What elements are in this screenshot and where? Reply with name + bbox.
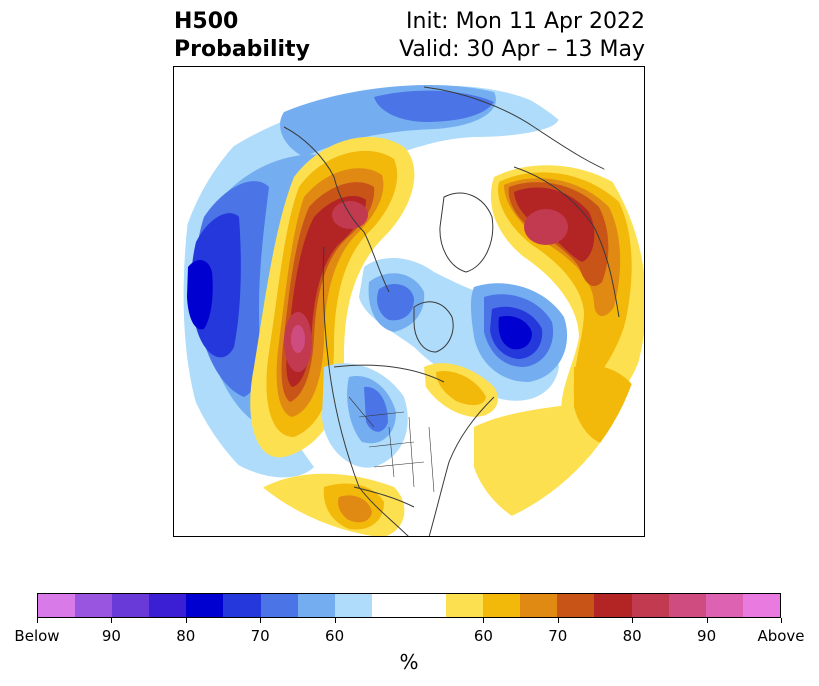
colorbar-tick-label: 70 xyxy=(548,627,568,645)
colorbar-tick-mark xyxy=(557,618,559,623)
state-borders xyxy=(348,396,435,493)
chart-title: H500 Probability xyxy=(174,8,310,64)
colorbar-tick-label: 60 xyxy=(473,627,493,645)
colorbar-tick-label: Above xyxy=(757,627,805,645)
coastline-greenland xyxy=(439,192,494,273)
colorbar-segment xyxy=(38,594,76,617)
colorbar-tick-mark xyxy=(37,618,38,623)
colorbar xyxy=(37,593,781,618)
colorbar-tick-mark xyxy=(483,618,485,623)
below-region-arctic-70 xyxy=(374,90,494,122)
colorbar-segment xyxy=(742,594,780,617)
above-region-quebec-60 xyxy=(436,371,486,406)
above-region-mexico-70 xyxy=(337,495,372,523)
colorbar-segment xyxy=(705,594,743,617)
chart-dates: Init: Mon 11 Apr 2022 Valid: 30 Apr – 13… xyxy=(399,8,645,64)
colorbar-tick-mark xyxy=(111,618,113,623)
below-region-west-90 xyxy=(187,260,213,330)
colorbar-tick-label: 60 xyxy=(325,627,345,645)
colorbar-segment xyxy=(483,594,521,617)
coastline-west-coast xyxy=(322,246,410,536)
colorbar-tick-label: 90 xyxy=(101,627,121,645)
colorbar-segment xyxy=(520,594,558,617)
colorbar-segment xyxy=(75,594,113,617)
colorbar-tick-mark xyxy=(185,618,187,623)
colorbar-segment xyxy=(112,594,150,617)
colorbar-tick-label: 80 xyxy=(622,627,642,645)
coastline-europe xyxy=(513,166,620,318)
colorbar-tick-mark xyxy=(334,618,336,623)
colorbar-segment xyxy=(668,594,706,617)
colorbar-tick-label: 90 xyxy=(697,627,717,645)
coastline-russia xyxy=(423,86,625,178)
colorbar-segment xyxy=(631,594,669,617)
colorbar-segment xyxy=(149,594,187,617)
below-region-labrador-90 xyxy=(498,315,532,350)
title-line-1: H500 xyxy=(174,9,239,34)
valid-date: Valid: 30 Apr – 13 May xyxy=(399,37,645,62)
probability-map xyxy=(173,66,645,537)
map-canvas xyxy=(183,84,644,536)
geography-lines xyxy=(283,86,625,536)
colorbar-tick-mark xyxy=(260,618,262,623)
above-region-atlantic xyxy=(474,397,644,534)
colorbar-segment xyxy=(297,594,335,617)
colorbar-tick-label: 80 xyxy=(176,627,196,645)
colorbar-segment xyxy=(334,594,372,617)
probability-contours xyxy=(183,84,644,536)
title-line-2: Probability xyxy=(174,37,310,62)
colorbar-segment xyxy=(371,594,447,617)
colorbar-tick-label: 70 xyxy=(250,627,270,645)
coastline-east-coast xyxy=(428,396,495,536)
colorbar-segment xyxy=(446,594,484,617)
coastline-hudson-bay xyxy=(413,301,454,353)
below-region-us-plains-70 xyxy=(364,386,388,432)
colorbar-segment xyxy=(186,594,224,617)
colorbar-tick-mark xyxy=(706,618,708,623)
init-date: Init: Mon 11 Apr 2022 xyxy=(406,9,645,34)
border-us-canada xyxy=(333,364,445,383)
colorbar-segment xyxy=(594,594,632,617)
colorbar-tick-mark xyxy=(781,618,782,623)
below-region-canada-70 xyxy=(377,284,414,321)
coastline-alaska xyxy=(283,126,390,293)
colorbar-segment xyxy=(223,594,261,617)
colorbar-tick-mark xyxy=(632,618,634,623)
colorbar-segment xyxy=(557,594,595,617)
colorbar-segment xyxy=(260,594,298,617)
border-us-mexico xyxy=(353,486,415,508)
above-core-pacific-inner xyxy=(291,325,305,353)
above-core-europe xyxy=(524,209,568,245)
colorbar-tick-label: Below xyxy=(14,627,60,645)
colorbar-units: % xyxy=(399,650,419,674)
